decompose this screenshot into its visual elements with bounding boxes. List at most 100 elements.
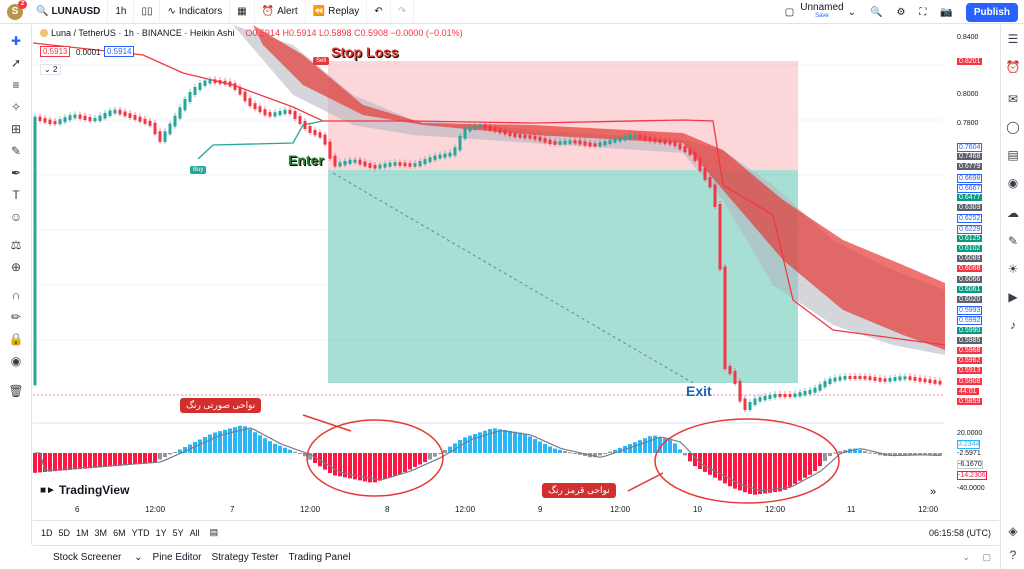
coin-icon [40,29,48,37]
fullscreen-icon: ⛶ [919,6,927,18]
lock-drawing-icon[interactable]: ✏ [10,310,22,324]
eye-icon[interactable]: ◉ [10,354,22,368]
brand-name: TradingView [58,483,130,497]
timeframe-button[interactable]: YTD [131,527,150,538]
oscillator-bar [448,446,452,453]
oscillator-bar [603,453,607,454]
ideas-icon[interactable]: ◯ [1006,120,1020,134]
notifications-icon[interactable]: ◉ [1007,176,1019,190]
symbol-label: LUNAUSD [51,6,101,17]
indicators-button[interactable]: ∿ Indicators [160,0,231,24]
timeframe-button[interactable]: 5Y [172,527,184,538]
oscillator-bar [608,451,612,453]
collapse-legend-button[interactable]: ⌄ 2 [40,64,62,75]
stream-icon[interactable]: ▶ [1008,290,1018,304]
maximize-icon[interactable]: ▢ [982,552,991,562]
pen-icon[interactable]: ✒ [10,166,22,180]
chevron-down-icon[interactable]: ⌄ [962,552,970,562]
lightbulb-icon[interactable]: ☀ [1007,262,1019,276]
interval-button[interactable]: 1h [108,0,135,24]
alerts-icon[interactable]: ⏰ [1005,60,1021,74]
layers-icon[interactable]: ◈ [1008,524,1018,538]
emoji-icon[interactable]: ☺ [9,210,23,224]
ruler-icon[interactable]: ⚖ [10,238,22,252]
oscillator-bar [238,425,242,453]
trendline-icon[interactable]: ➚ [10,56,22,70]
calendar-icon[interactable]: ▤ [1007,148,1019,162]
fib-icon[interactable]: ≡ [12,78,20,92]
oscillator-bar [708,453,712,475]
timeframe-button[interactable]: All [189,527,200,538]
oscillator-bar [463,437,467,453]
comments-icon[interactable]: ✎ [1007,234,1019,248]
tab-stock-screener[interactable]: Stock Screener ⌄ [43,552,143,563]
snapshot-button[interactable]: 📷 [933,0,959,24]
zoom-in-icon[interactable]: ⊕ [10,260,22,274]
templates-button[interactable]: ▦ [230,0,255,24]
oscillator-bar [723,453,727,484]
brush-icon[interactable]: ✎ [10,144,22,158]
buy-price-box[interactable]: 0.5914 [104,46,135,57]
prediction-icon[interactable]: ⊞ [10,122,22,136]
time-label: 12:00 [918,505,939,514]
oscillator-bar [573,453,577,454]
redo-button[interactable]: ↷ [391,0,415,24]
oscillator-bar [68,453,72,470]
chat-icon[interactable]: ✉ [1007,92,1019,106]
chart-type-button[interactable]: ▯▯ [134,0,161,24]
candles-icon: ▯▯ [141,6,153,17]
undo-button[interactable]: ↶ [367,0,391,24]
redo-icon: ↷ [397,6,407,17]
price-label: 44:01 [957,387,979,395]
tab-strategy-tester[interactable]: Strategy Tester [211,552,279,563]
camera-icon: 📷 [940,6,953,18]
trash-icon[interactable]: 🗑 [8,384,24,398]
crosshair-icon[interactable]: ✚ [10,34,22,48]
clock-label[interactable]: 06:15:58 (UTC) [928,527,991,538]
text-icon[interactable]: T [12,188,20,202]
oscillator-bar [593,453,597,458]
timeframe-button[interactable]: 1M [76,527,89,538]
price-axis[interactable]: 0.8400 0.8201 0.8000 0.7800 0.7604 0.7468 0.67… [955,25,1000,520]
timeframe-button[interactable]: 1Y [155,527,167,538]
publish-button[interactable]: Publish [965,2,1018,22]
price-chart[interactable] [33,25,999,520]
oscillator-bar [773,453,777,493]
timeframe-bar: 1D 5D 1M 3M 6M YTD 1Y 5Y All ▤ 06:15:58 (UTC) [33,520,999,544]
alert-button[interactable]: ⏰ Alert [255,0,306,24]
oscillator-bar [578,453,582,455]
oscillator-bar [808,453,812,475]
lock-icon[interactable]: 🔒 [8,332,24,346]
pattern-icon[interactable]: ✧ [10,100,22,114]
notification-badge: 2 [18,0,27,9]
calendar-icon[interactable]: ▤ [209,527,219,537]
replay-button[interactable]: ⏪ Replay [306,0,368,24]
network-icon[interactable]: ☁ [1007,206,1019,220]
scroll-right-icon[interactable]: » [930,486,937,498]
quick-search-button[interactable]: 🔍 [863,0,889,24]
magnet-icon[interactable]: ∩ [11,288,21,302]
layout-selector[interactable]: ▢ Unnamed Save ⌄ [778,0,863,24]
timeframe-button[interactable]: 3M [94,527,108,538]
symbol-search[interactable]: 🔍 LUNAUSD [29,0,109,24]
timeframe-button[interactable]: 1D [41,527,53,538]
tab-pine-editor[interactable]: Pine Editor [152,552,202,563]
oscillator-label: -40.0000 [957,485,985,492]
timeframe-button[interactable]: 5D [58,527,71,538]
bottom-panel-tabs: Stock Screener ⌄ Pine Editor Strategy Te… [33,545,999,569]
enter-label: Enter [288,152,324,168]
settings-button[interactable]: ⚙ [889,0,912,24]
panel-controls: ⌄ ▢ [952,552,991,563]
sell-price-box[interactable]: 0.5913 [40,46,71,57]
oscillator-bar [218,431,222,453]
oscillator-bar [313,453,317,463]
timeframe-button[interactable]: 6M [113,527,126,538]
help-icon[interactable]: ? [1009,548,1017,562]
fullscreen-button[interactable]: ⛶ [912,0,933,24]
bell-icon[interactable]: ♪ [1010,318,1016,332]
tab-trading-panel[interactable]: Trading Panel [288,552,351,563]
watchlist-icon[interactable]: ☰ [1007,32,1019,46]
logo-icon: ■► [40,484,56,496]
oscillator-bar [758,453,762,495]
